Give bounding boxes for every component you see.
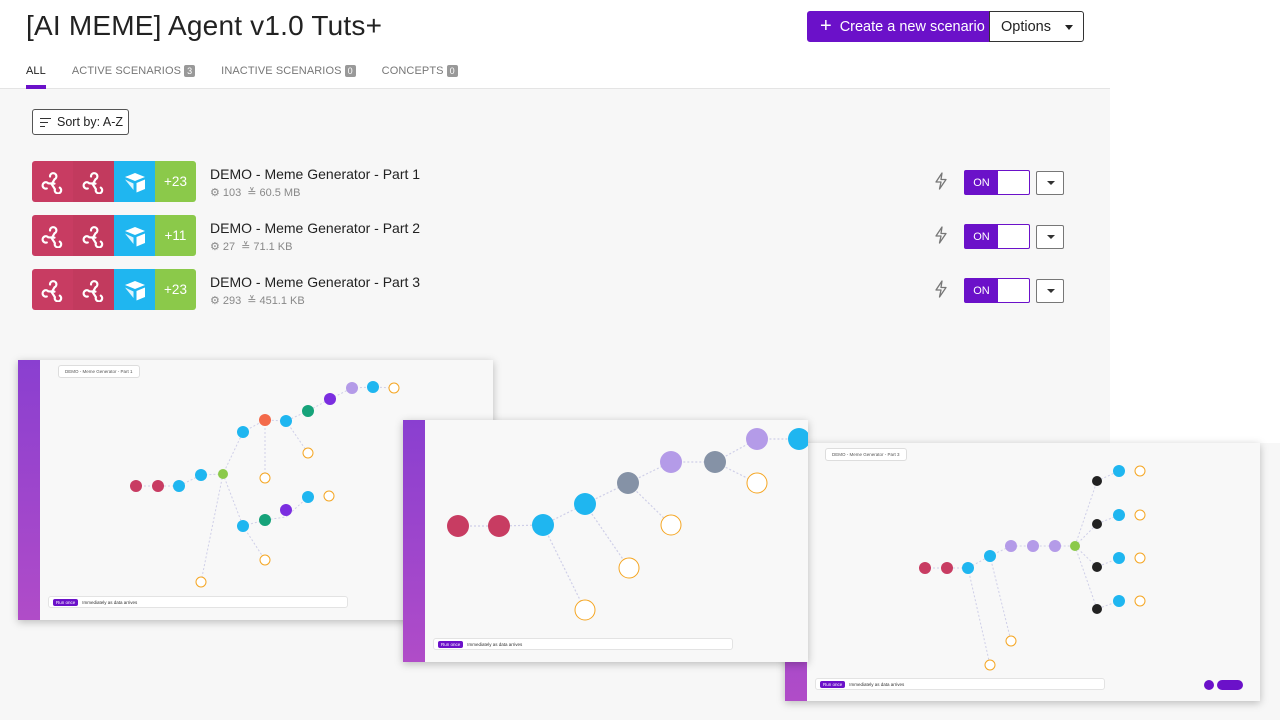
schedule-label: Immediately as data arrives	[82, 599, 138, 605]
scenario-toggle[interactable]: ON	[964, 170, 1030, 195]
scenario-preview-part-3: DEMO - Meme Generator - Part 3 Run once …	[785, 443, 1260, 701]
tab-concepts[interactable]: CONCEPTS 0	[382, 64, 458, 88]
tab-inactive-label: INACTIVE SCENARIOS	[221, 65, 342, 77]
scenario-meta: ⚙ 103 ≚ 60.5 MB	[210, 186, 301, 200]
scenario-toggle[interactable]: ON	[964, 278, 1030, 303]
editor-toolbar: Run once Immediately as data arrives	[48, 596, 348, 608]
scenario-flow-diagram	[447, 428, 808, 621]
scenario-flow-diagram	[919, 465, 1243, 690]
operations-count: 103	[222, 186, 242, 199]
options-dropdown[interactable]: Options	[989, 11, 1084, 42]
caret-down-icon	[1065, 25, 1073, 30]
scenario-row[interactable]: +23 DEMO - Meme Generator - Part 3 ⚙ 293 …	[32, 269, 1072, 310]
tab-all[interactable]: ALL	[26, 64, 46, 89]
side-blank-panel	[1110, 0, 1280, 443]
run-once-button: Run once	[53, 598, 79, 606]
operations-icon: ⚙	[210, 187, 220, 199]
sort-label: Sort by: A-Z	[57, 115, 123, 129]
toggle-on-label: ON	[965, 171, 998, 194]
scenario-menu-dropdown[interactable]	[1036, 279, 1064, 303]
more-modules-count: +23	[155, 269, 196, 310]
airtable-icon	[114, 215, 155, 256]
instant-trigger-icon	[935, 172, 947, 190]
count-badge: 3	[184, 65, 196, 77]
module-icons: +11	[32, 215, 196, 256]
data-transfer-icon: ≚	[241, 241, 251, 253]
scenario-title[interactable]: DEMO - Meme Generator - Part 3	[210, 274, 421, 290]
module-icons: +23	[32, 269, 196, 310]
operations-count: 293	[222, 294, 242, 307]
data-size: 71.1 KB	[253, 240, 293, 253]
webhook-icon	[32, 161, 73, 202]
run-once-button: Run once	[820, 680, 846, 688]
scenario-row[interactable]: +11 DEMO - Meme Generator - Part 2 ⚙ 27 ≚…	[32, 215, 1072, 256]
options-label: Options	[1001, 18, 1051, 35]
scenario-preview-part-2: Run once Immediately as data arrives	[403, 420, 808, 662]
data-transfer-icon: ≚	[247, 187, 257, 199]
scenario-row[interactable]: +23 DEMO - Meme Generator - Part 1 ⚙ 103 …	[32, 161, 1072, 202]
tab-active-scenarios[interactable]: ACTIVE SCENARIOS 3	[71, 64, 196, 88]
webhook-icon	[73, 215, 114, 256]
more-modules-count: +23	[155, 161, 196, 202]
instant-trigger-icon	[935, 280, 947, 298]
create-scenario-label: Create a new scenario	[839, 18, 985, 35]
scenario-flow-diagram	[130, 381, 400, 588]
operations-icon: ⚙	[210, 295, 220, 307]
data-size: 60.5 MB	[259, 186, 301, 199]
breadcrumb: DEMO - Meme Generator - Part 3	[825, 448, 907, 461]
data-size: 451.1 KB	[259, 294, 305, 307]
editor-toolbar: Run once Immediately as data arrives	[815, 678, 1105, 690]
app-sidebar	[403, 420, 425, 662]
webhook-icon	[32, 269, 73, 310]
count-badge: 0	[344, 65, 356, 77]
tab-active-label: ACTIVE SCENARIOS	[71, 65, 182, 77]
create-scenario-button[interactable]: + Create a new scenario	[807, 11, 990, 42]
scenario-title[interactable]: DEMO - Meme Generator - Part 1	[210, 166, 421, 182]
plus-icon: +	[820, 14, 832, 37]
breadcrumb: DEMO - Meme Generator - Part 1	[58, 365, 140, 378]
airtable-icon	[114, 269, 155, 310]
sort-icon	[40, 117, 51, 127]
editor-toolbar: Run once Immediately as data arrives	[433, 638, 733, 650]
airtable-icon	[114, 161, 155, 202]
scenario-meta: ⚙ 293 ≚ 451.1 KB	[210, 294, 305, 308]
toggle-on-label: ON	[965, 225, 998, 248]
page-title: [AI MEME] Agent v1.0 Tuts+	[26, 10, 383, 41]
scenario-title[interactable]: DEMO - Meme Generator - Part 2	[210, 220, 421, 236]
data-transfer-icon: ≚	[247, 295, 257, 307]
scenario-meta: ⚙ 27 ≚ 71.1 KB	[210, 240, 293, 254]
scenario-menu-dropdown[interactable]	[1036, 171, 1064, 195]
operations-count: 27	[222, 240, 236, 253]
operations-icon: ⚙	[210, 241, 220, 253]
tab-all-label: ALL	[26, 65, 46, 77]
webhook-icon	[73, 269, 114, 310]
webhook-icon	[73, 161, 114, 202]
webhook-icon	[32, 215, 73, 256]
run-once-button: Run once	[438, 640, 464, 648]
sort-button[interactable]: Sort by: A-Z	[32, 109, 129, 135]
scenario-toggle[interactable]: ON	[964, 224, 1030, 249]
header-bar: [AI MEME] Agent v1.0 Tuts+ + Create a ne…	[0, 0, 1110, 89]
count-badge: 0	[446, 65, 458, 77]
toggle-on-label: ON	[965, 279, 998, 302]
schedule-label: Immediately as data arrives	[849, 681, 905, 687]
app-sidebar	[18, 360, 40, 620]
schedule-label: Immediately as data arrives	[467, 641, 523, 647]
instant-trigger-icon	[935, 226, 947, 244]
more-modules-count: +11	[155, 215, 196, 256]
scenario-tabs: ALL ACTIVE SCENARIOS 3 INACTIVE SCENARIO…	[26, 64, 458, 89]
module-icons: +23	[32, 161, 196, 202]
tab-inactive-scenarios[interactable]: INACTIVE SCENARIOS 0	[221, 64, 356, 88]
tab-concepts-label: CONCEPTS	[381, 65, 444, 77]
scenario-menu-dropdown[interactable]	[1036, 225, 1064, 249]
